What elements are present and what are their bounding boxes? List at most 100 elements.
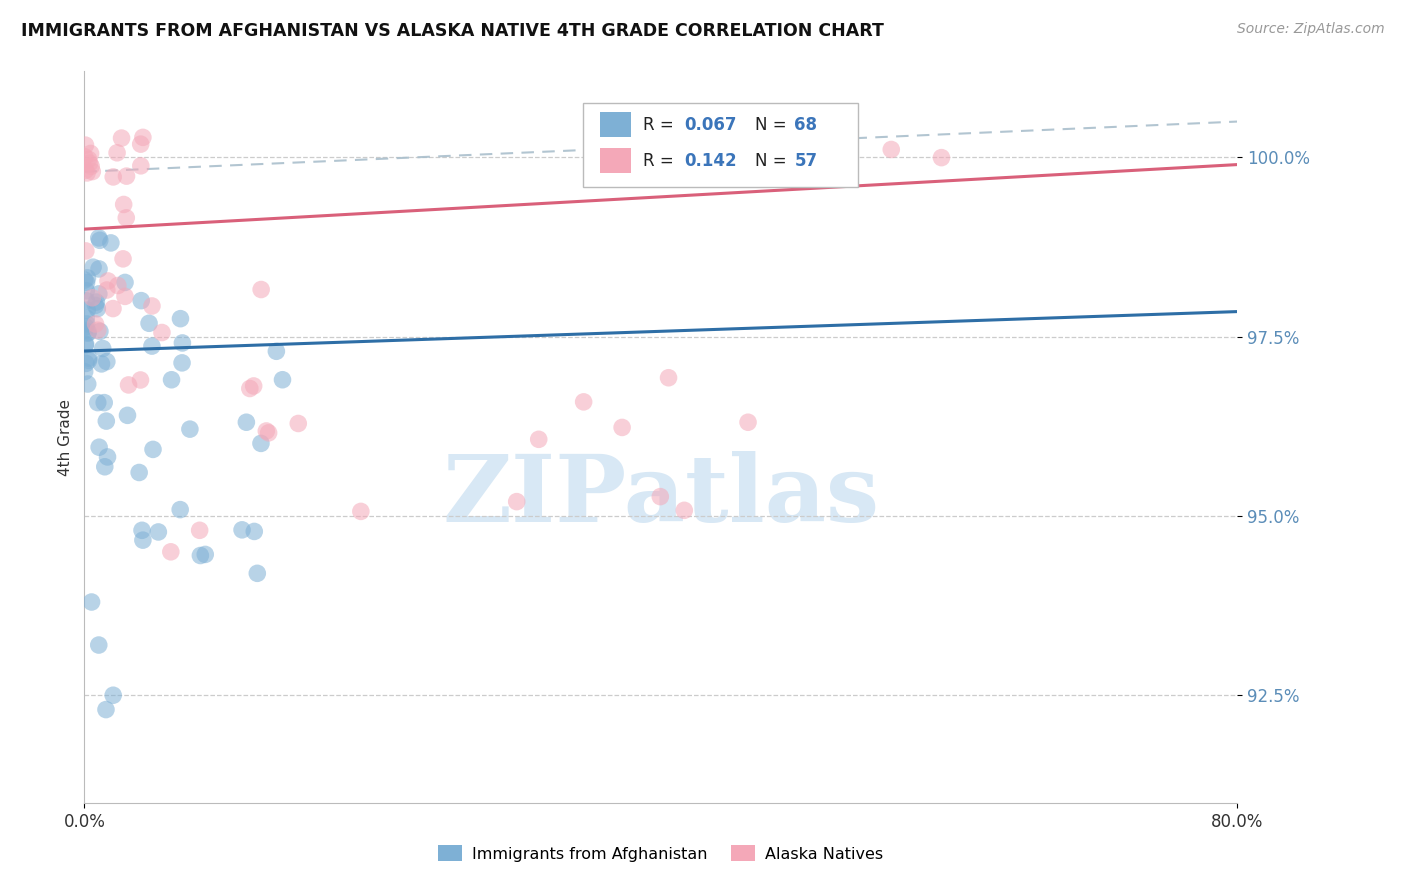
Text: N =: N = [755,116,792,134]
Point [75,337,97,351]
Point [271,373,294,387]
Point [527,433,550,447]
Point [96,283,118,297]
Point [79,156,101,170]
Text: 0.067: 0.067 [685,116,737,134]
Text: 68: 68 [794,116,817,134]
Text: Source: ZipAtlas.com: Source: ZipAtlas.com [1237,22,1385,37]
Point [160,545,183,559]
Point [90,357,112,371]
Point [266,344,288,359]
Point [75,310,97,325]
Point [572,395,595,409]
Point [141,339,163,353]
Point [114,276,136,290]
Point [97,274,120,288]
Point [76,293,98,308]
Point [87,286,110,301]
Point [76,166,98,180]
Point [231,523,253,537]
Point [89,440,111,454]
Point [657,370,679,384]
Point [235,415,257,429]
Point [129,293,152,308]
Point [188,524,211,538]
Point [91,342,114,356]
Point [128,466,150,480]
Point [75,356,97,370]
Point [131,524,153,538]
Point [129,373,152,387]
Point [169,311,191,326]
Point [105,145,128,160]
Point [86,295,108,310]
Point [931,151,953,165]
Point [350,504,373,518]
Point [107,278,129,293]
Point [103,169,125,184]
Point [250,436,273,450]
Legend: Immigrants from Afghanistan, Alaska Natives: Immigrants from Afghanistan, Alaska Nati… [432,838,890,868]
Point [87,638,110,652]
Point [132,130,155,145]
Point [132,533,155,548]
Text: N =: N = [755,152,792,169]
Point [73,150,96,164]
Point [287,417,309,431]
Point [75,319,97,334]
Point [673,503,696,517]
Text: 57: 57 [794,152,817,169]
Point [138,316,160,330]
Point [103,688,124,702]
Point [77,153,100,167]
Point [84,317,107,331]
Point [172,335,194,350]
Point [650,490,672,504]
Point [239,382,262,396]
Point [96,354,118,368]
Point [79,146,101,161]
Point [96,414,118,428]
Point [87,323,110,337]
Point [76,377,98,392]
Point [114,289,136,303]
Text: R =: R = [643,116,679,134]
Point [737,415,759,429]
Point [75,338,97,352]
Point [75,163,97,178]
Point [115,169,138,183]
Point [506,494,529,508]
Point [93,395,115,409]
Point [77,351,100,366]
Point [242,379,264,393]
Text: IMMIGRANTS FROM AFGHANISTAN VS ALASKA NATIVE 4TH GRADE CORRELATION CHART: IMMIGRANTS FROM AFGHANISTAN VS ALASKA NA… [21,22,884,40]
Point [610,420,633,434]
Point [100,235,122,250]
Point [75,138,97,153]
Point [141,299,163,313]
Point [77,325,100,339]
Point [82,164,104,178]
Point [87,395,110,409]
Point [745,167,768,181]
Point [89,233,111,247]
Point [80,595,103,609]
Point [115,211,138,225]
Point [254,424,277,438]
Point [73,273,96,287]
Point [73,324,96,338]
Point [89,324,111,338]
Point [129,137,152,152]
Point [194,548,217,562]
Point [86,301,108,316]
Point [190,549,212,563]
Point [75,244,97,258]
Text: R =: R = [643,152,679,169]
Point [76,317,98,331]
Point [117,409,139,423]
Point [82,260,104,275]
Point [75,284,97,298]
Point [87,231,110,245]
Point [77,353,100,368]
Text: ZIPatlas: ZIPatlas [443,450,879,541]
